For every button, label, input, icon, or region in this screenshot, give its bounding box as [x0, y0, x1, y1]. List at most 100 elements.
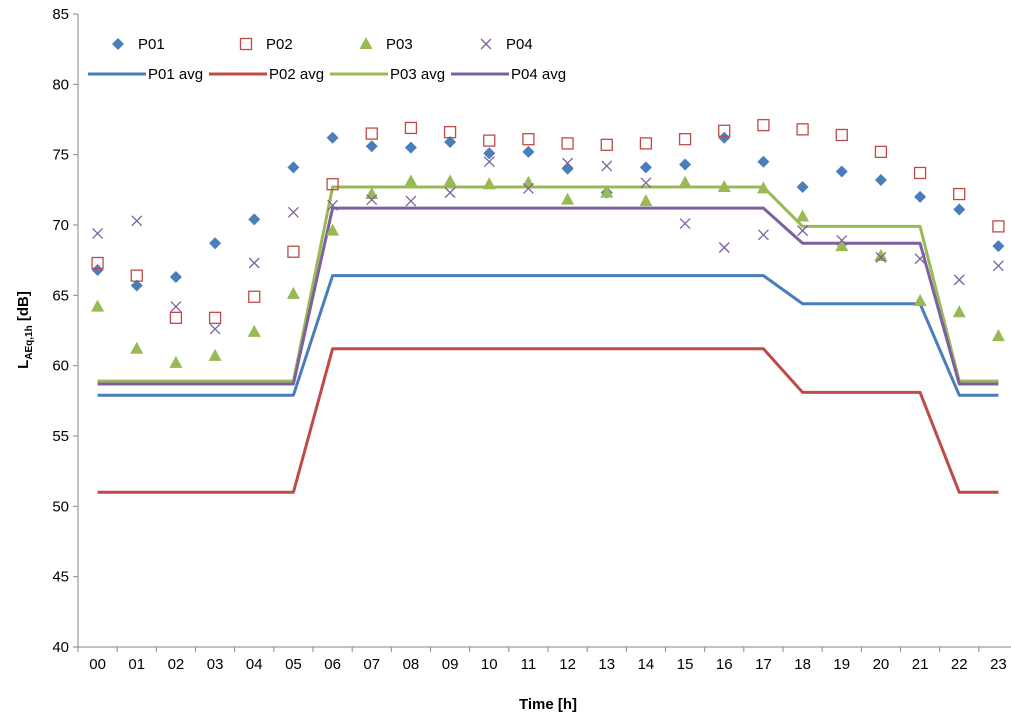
data-point-p04 — [836, 235, 848, 246]
data-point-p01 — [953, 203, 966, 216]
data-point-p02 — [326, 178, 339, 191]
data-point-p03 — [91, 299, 105, 312]
data-point-p03 — [874, 248, 888, 261]
data-point-p04 — [248, 257, 260, 269]
data-point-p02 — [757, 118, 770, 132]
data-point-p01 — [522, 145, 535, 158]
data-point-p04 — [875, 251, 887, 263]
data-point-p02 — [874, 145, 888, 159]
data-point-p01 — [835, 165, 848, 178]
data-point-p04 — [522, 182, 534, 194]
y-tick-label: 70 — [52, 217, 69, 234]
data-point-p03 — [443, 174, 457, 187]
legend-label-p02: P02 — [266, 36, 293, 53]
data-point-p02 — [287, 245, 300, 258]
x-tick-label: 23 — [990, 656, 1007, 673]
data-point-p03 — [169, 355, 183, 368]
series-line-p04-avg — [97, 206, 999, 386]
data-point-p03 — [326, 223, 340, 236]
data-point-p03 — [482, 177, 496, 190]
data-point-p04 — [953, 274, 965, 286]
data-point-p01 — [874, 173, 887, 186]
data-point-p02 — [91, 256, 104, 270]
series-markers — [91, 118, 1005, 368]
legend-marker-p02 — [239, 37, 253, 51]
x-axis-ticks: 00 01 02 03 04 05 06 07 08 09 10 11 12 13 14 15 16 17 18 19… — [77, 647, 1007, 673]
data-point-p03 — [913, 293, 927, 306]
data-point-p03 — [600, 185, 614, 198]
data-point-p04 — [287, 206, 299, 218]
data-point-p04 — [209, 323, 221, 335]
x-tick-label: 03 — [207, 656, 224, 673]
x-tick-label: 19 — [833, 656, 850, 673]
x-tick-label: 07 — [363, 656, 380, 673]
data-point-p03 — [991, 329, 1005, 342]
data-point-p03 — [717, 180, 731, 193]
data-point-p02 — [953, 187, 966, 201]
data-point-p03 — [796, 209, 810, 222]
x-tick-label: 04 — [246, 656, 263, 673]
x-tick-label: 10 — [481, 656, 498, 673]
legend-marker-p03 — [359, 37, 373, 49]
x-tick-label: 12 — [559, 656, 576, 673]
data-point-p04 — [444, 187, 456, 199]
y-tick-label: 60 — [52, 358, 69, 375]
data-point-p02 — [208, 311, 222, 324]
data-point-p04 — [170, 301, 182, 313]
y-axis-title: LAEq,1h [dB] — [15, 291, 35, 369]
data-point-p04 — [992, 260, 1004, 272]
series-p04 — [92, 156, 1004, 335]
x-tick-label: 16 — [716, 656, 733, 673]
x-tick-label: 21 — [912, 656, 929, 673]
data-point-p04 — [797, 225, 809, 237]
data-point-p01 — [365, 140, 378, 153]
legend-marker-p01 — [112, 38, 124, 50]
data-point-p01 — [914, 190, 927, 203]
x-tick-label: 15 — [677, 656, 694, 673]
data-point-p04 — [92, 227, 104, 239]
data-point-p01 — [718, 131, 731, 144]
legend-label-p04: P04 — [506, 36, 533, 53]
y-tick-label: 65 — [52, 287, 69, 304]
data-point-p01 — [757, 155, 770, 168]
series-line-p01-avg — [97, 274, 999, 397]
x-tick-label: 17 — [755, 656, 772, 673]
data-point-p02 — [522, 133, 535, 146]
x-axis-title: Time [h] — [519, 696, 577, 713]
data-point-p02 — [835, 128, 848, 142]
data-point-p04 — [483, 156, 495, 168]
y-tick-label: 75 — [52, 147, 69, 164]
plot-area — [78, 14, 1011, 647]
data-point-p01 — [287, 161, 300, 174]
data-point-p01 — [326, 131, 339, 144]
data-point-p02 — [992, 220, 1005, 233]
x-tick-label: 05 — [285, 656, 302, 673]
data-point-p02 — [443, 126, 457, 139]
data-point-p02 — [248, 290, 261, 303]
data-point-p03 — [404, 174, 418, 187]
legend-label-p03: P03 — [386, 36, 413, 53]
data-point-p04 — [640, 177, 652, 189]
data-point-p03 — [952, 305, 966, 318]
data-point-p04 — [601, 160, 613, 172]
data-point-p03 — [208, 348, 222, 361]
y-tick-label: 55 — [52, 428, 69, 445]
data-point-p03 — [286, 286, 300, 299]
data-point-p04 — [405, 195, 417, 207]
data-point-p01 — [248, 213, 261, 226]
data-point-p01 — [639, 161, 652, 174]
data-point-p04 — [562, 157, 574, 169]
legend-label-p01-avg: P01 avg — [148, 66, 203, 83]
y-tick-label: 85 — [52, 6, 69, 23]
data-point-p01 — [91, 264, 104, 277]
x-tick-label: 14 — [638, 656, 655, 673]
y-axis-ticks: 40 45 50 55 60 65 70 75 80 85 — [52, 6, 78, 656]
data-point-p01 — [992, 240, 1005, 253]
x-tick-label: 02 — [168, 656, 185, 673]
x-tick-label: 09 — [442, 656, 459, 673]
legend-marker-p04 — [480, 38, 492, 50]
data-point-p01 — [796, 181, 809, 194]
x-tick-label: 18 — [794, 656, 811, 673]
data-point-p02 — [404, 121, 418, 135]
series-p02 — [91, 118, 1005, 324]
